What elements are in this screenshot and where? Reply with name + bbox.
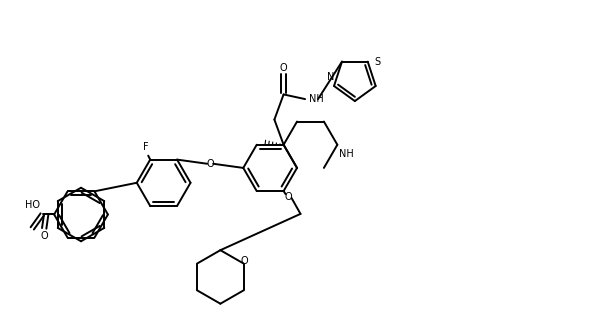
Text: NH: NH [339,149,353,159]
Text: F: F [144,142,149,152]
Text: O: O [241,256,248,265]
Text: HO: HO [25,199,40,210]
Text: N: N [327,72,335,82]
Text: O: O [285,192,292,202]
Text: O: O [207,159,214,169]
Text: O: O [280,63,287,73]
Text: S: S [375,57,381,67]
Text: NH: NH [309,94,324,104]
Text: O: O [41,231,48,241]
